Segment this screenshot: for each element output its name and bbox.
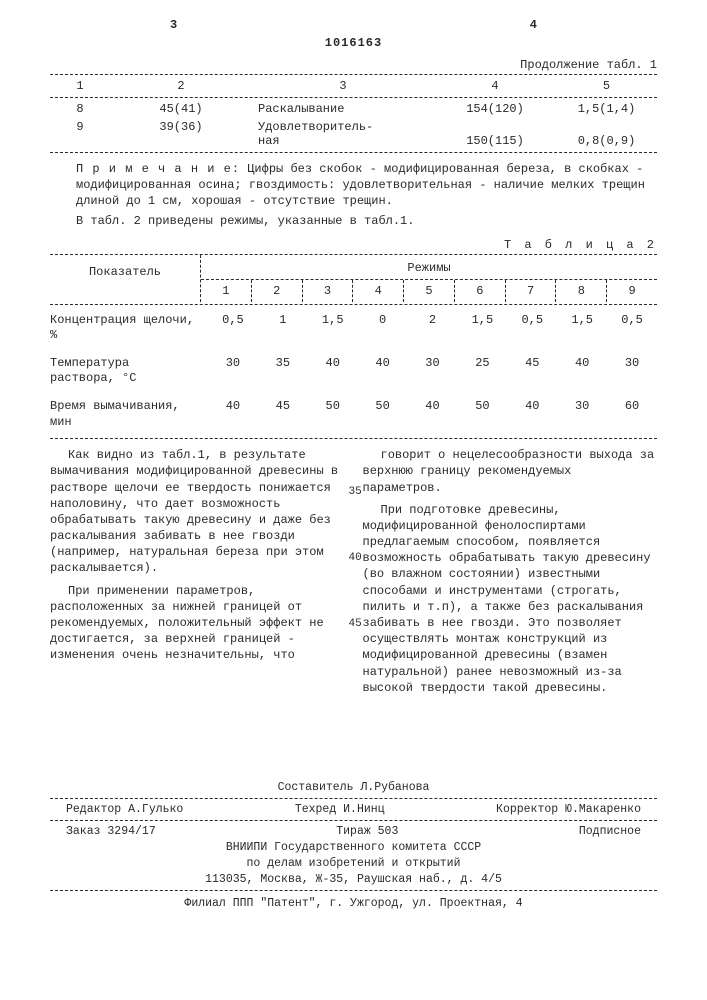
line-number: 40 (349, 551, 362, 566)
org-line: по делам изобретений и открытий (50, 856, 657, 872)
table2-modes-header: Режимы (201, 255, 657, 279)
table2-label: Т а б л и ц а 2 (50, 238, 657, 252)
table2-col-headers: 1 2 3 4 5 6 7 8 9 (201, 279, 657, 302)
table2-cell: 40 (557, 356, 607, 387)
table2-cell: 40 (408, 399, 458, 430)
table2-cell: 1,5 (557, 313, 607, 344)
table2-cell: 0,5 (507, 313, 557, 344)
table1-continuation: Продолжение табл. 1 (50, 58, 657, 72)
table1-row: 8 45(41) Раскалывание 154(120) 1,5(1,4) (50, 100, 657, 118)
paragraph: При подготовке древесины, модифицированн… (363, 502, 658, 696)
address: 113035, Москва, Ж-35, Раушская наб., д. … (50, 872, 657, 888)
table2-cell: 30 (557, 399, 607, 430)
table2-cell: 1 (258, 313, 308, 344)
table2-row: Время вымачивания, мин404550504050403060 (50, 393, 657, 436)
tirazh: Тираж 503 (336, 825, 398, 838)
editor: Редактор А.Гулько (66, 803, 183, 816)
table2-cell: 0,5 (208, 313, 258, 344)
table2-cell: 45 (258, 399, 308, 430)
table2-cell: 30 (408, 356, 458, 387)
table2-row: Температура раствора, °С3035404030254540… (50, 350, 657, 393)
tech-editor: Техред И.Нинц (295, 803, 385, 816)
left-column: Как видно из табл.1, в результате вымачи… (50, 447, 345, 702)
table2-cell: 30 (208, 356, 258, 387)
table2-cell: 50 (308, 399, 358, 430)
table2-cell: 0 (358, 313, 408, 344)
table2-cell: 25 (457, 356, 507, 387)
table1-row: 9 39(36) Удовлетворитель- ная 150(115) 0… (50, 118, 657, 150)
line-number: 45 (349, 617, 362, 632)
document-number: 1016163 (50, 36, 657, 50)
table2-cell: 40 (507, 399, 557, 430)
compiler: Составитель Л.Рубанова (50, 780, 657, 796)
subscription: Подписное (579, 825, 641, 838)
table2-row-label: Температура раствора, °С (50, 356, 208, 387)
table2-cell: 0,5 (607, 313, 657, 344)
table2: Показатель Режимы 1 2 3 4 5 6 7 8 9 Конц… (50, 254, 657, 440)
table2-row-label: Время вымачивания, мин (50, 399, 208, 430)
table2-indicator-header: Показатель (50, 255, 201, 302)
corrector: Корректор Ю.Макаренко (496, 803, 641, 816)
line-number: 35 (349, 485, 362, 500)
footer: Составитель Л.Рубанова Редактор А.Гулько… (50, 780, 657, 910)
table2-cell: 1,5 (457, 313, 507, 344)
page-num-right: 4 (530, 18, 537, 32)
table2-cell: 40 (308, 356, 358, 387)
table2-cell: 40 (208, 399, 258, 430)
table1-header: 1 2 3 4 5 (50, 77, 657, 95)
table2-cell: 1,5 (308, 313, 358, 344)
note-after: В табл. 2 приведены режимы, указанные в … (50, 214, 657, 228)
table2-cell: 60 (607, 399, 657, 430)
order-number: Заказ 3294/17 (66, 825, 156, 838)
table2-cell: 50 (358, 399, 408, 430)
paragraph: При применении параметров, расположенных… (50, 583, 345, 664)
body-text: Как видно из табл.1, в результате вымачи… (50, 447, 657, 702)
paragraph: Как видно из табл.1, в результате вымачи… (50, 447, 345, 577)
table1-note: П р и м е ч а н и е: Цифры без скобок - … (50, 161, 657, 210)
table2-row-label: Концентрация щелочи, % (50, 313, 208, 344)
branch: Филиал ППП "Патент", г. Ужгород, ул. Про… (50, 897, 657, 910)
table2-cell: 50 (457, 399, 507, 430)
table2-cell: 35 (258, 356, 308, 387)
right-column: 35 40 45 говорит о нецелесообразности вы… (363, 447, 658, 702)
table2-cell: 45 (507, 356, 557, 387)
page-num-left: 3 (170, 18, 177, 32)
org-line: ВНИИПИ Государственного комитета СССР (50, 840, 657, 856)
table2-row: Концентрация щелочи, %0,511,5021,50,51,5… (50, 307, 657, 350)
table2-cell: 40 (358, 356, 408, 387)
table2-cell: 30 (607, 356, 657, 387)
table2-cell: 2 (408, 313, 458, 344)
paragraph: говорит о нецелесообразности выхода за в… (363, 447, 658, 496)
